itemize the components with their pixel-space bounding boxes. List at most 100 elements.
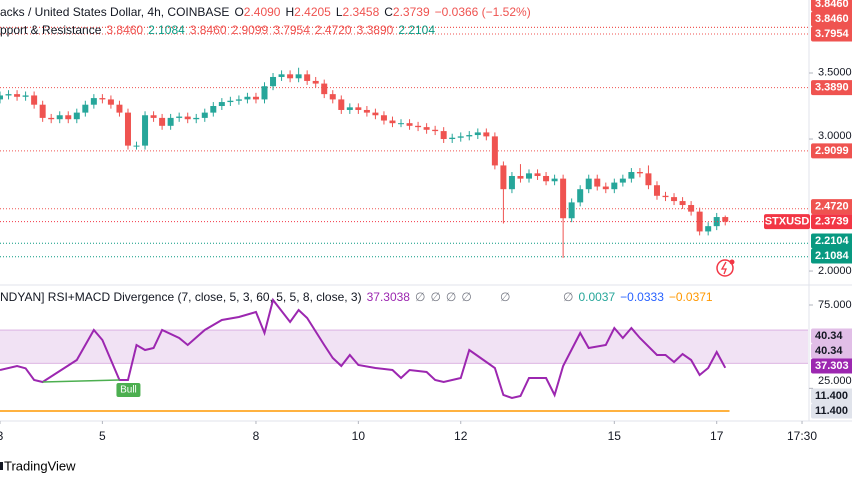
- candle-body: [65, 115, 72, 120]
- symbol-tag: STXUSD: [765, 216, 810, 228]
- level-label: 2.9099: [815, 145, 849, 157]
- price-change: −0.0366 (−1.52%): [434, 5, 531, 19]
- indicator-value: 3.7954: [273, 23, 310, 37]
- candle-body: [167, 117, 174, 126]
- candle-body: [645, 173, 652, 186]
- candle-body: [0, 95, 3, 100]
- candle-body: [636, 172, 643, 174]
- indicator-value: ∅: [430, 290, 441, 304]
- indicator-value: 3.8460: [189, 23, 227, 37]
- candle-body: [270, 76, 277, 87]
- indicator-value: ∅: [414, 290, 426, 304]
- level-label: 3.3890: [815, 82, 849, 94]
- x-tick-label: 12: [454, 429, 468, 443]
- candle-body: [261, 86, 268, 100]
- candle-body: [116, 104, 123, 113]
- last-price-label: 2.3739: [815, 216, 849, 228]
- level-label-bg: [811, 328, 852, 344]
- candle-body: [722, 217, 729, 222]
- candle-body: [150, 115, 157, 118]
- candle-body: [159, 117, 166, 126]
- x-tick-label: 3: [0, 429, 4, 443]
- candle-body: [321, 83, 328, 95]
- candle-body: [406, 123, 413, 126]
- level-label-bg: [811, 80, 852, 96]
- last-price-label-bg: [811, 214, 852, 230]
- candle-body: [312, 80, 319, 84]
- level-label: 2.1084: [815, 250, 850, 262]
- candle-body: [611, 182, 618, 190]
- level-label-bg: [811, 343, 852, 359]
- candle-body: [713, 217, 720, 227]
- alert-icon[interactable]: [716, 259, 735, 277]
- candle-body: [688, 205, 695, 212]
- candle-body: [252, 96, 259, 100]
- level-label-bg: [811, 26, 852, 42]
- candle-body: [415, 125, 422, 128]
- candle-body: [483, 132, 490, 137]
- y-tick-label: 3.5000: [818, 67, 852, 79]
- candle-body: [525, 173, 532, 179]
- level-label-bg: [811, 358, 852, 374]
- candle-body: [508, 175, 515, 190]
- level-label: 37.303: [815, 360, 849, 372]
- candle-body: [619, 178, 626, 183]
- candle-body: [22, 95, 29, 97]
- candle-body: [39, 104, 46, 118]
- level-label-bg: [811, 143, 852, 159]
- indicator-value: −0.0371: [668, 290, 713, 304]
- logo: [0, 462, 3, 470]
- level-label: 3.8460: [815, 0, 849, 10]
- indicator-name: pport & Resistance: [0, 23, 102, 37]
- candle-body: [210, 106, 217, 113]
- ohlc-value: 2.3739: [392, 5, 430, 19]
- candle-body: [585, 178, 592, 190]
- rsi-legend-mid: ∅: [500, 290, 515, 304]
- indicator-value: 3.8460: [106, 23, 144, 37]
- candle-body: [124, 112, 131, 146]
- ohlc-value: 2.4205: [294, 5, 331, 19]
- candle-body: [679, 201, 686, 206]
- candle-body: [184, 116, 191, 120]
- level-label: 2.2104: [815, 235, 850, 247]
- candle-body: [107, 99, 114, 105]
- indicator-value: −0.0333: [620, 290, 664, 304]
- candle-body: [440, 131, 447, 140]
- symbol-tag-bg: [764, 214, 810, 230]
- sr-legend: pport & Resistance 3.8460 2.1084 3.8460 2.90…: [0, 23, 440, 37]
- candle-body: [346, 107, 353, 110]
- candle-body: [193, 117, 200, 120]
- indicator-value: 2.1084: [148, 23, 185, 37]
- ohlc-key: L: [335, 5, 343, 19]
- x-tick-label: 10: [352, 429, 366, 443]
- candle-body: [235, 99, 242, 101]
- indicator-value: 2.2104: [398, 23, 436, 37]
- indicator-value: 2.9099: [231, 23, 269, 37]
- level-label-bg: [811, 403, 852, 419]
- rsi-line: [0, 297, 727, 400]
- candle-body: [653, 185, 660, 196]
- ohlc-key: H: [285, 5, 295, 19]
- divergence-label: Bull: [120, 385, 137, 396]
- level-label: 3.7954: [815, 28, 850, 40]
- divergence-label-bg: [116, 383, 141, 397]
- candle-body: [218, 102, 225, 107]
- ohlc-value: 2.3458: [342, 5, 380, 19]
- rsi-pane: [0, 297, 808, 412]
- symbol-title: acks / United States Dollar, 4h, COINBAS…: [0, 5, 230, 19]
- x-tick-label: 5: [99, 429, 106, 443]
- y-tick-label: 75.000: [818, 299, 852, 311]
- candle-body: [372, 112, 379, 116]
- candle-body: [466, 135, 473, 137]
- candle-body: [278, 74, 285, 77]
- x-tick-label: 17: [710, 429, 724, 443]
- indicator-value: 0.0037: [578, 290, 616, 304]
- indicator-value: ∅: [445, 290, 457, 304]
- candle-body: [14, 94, 21, 97]
- level-label-bg: [811, 0, 852, 12]
- divergence-line: [42, 379, 120, 383]
- candle-body: [176, 116, 183, 118]
- candle-body: [380, 115, 387, 121]
- level-label: 40.34: [815, 330, 843, 342]
